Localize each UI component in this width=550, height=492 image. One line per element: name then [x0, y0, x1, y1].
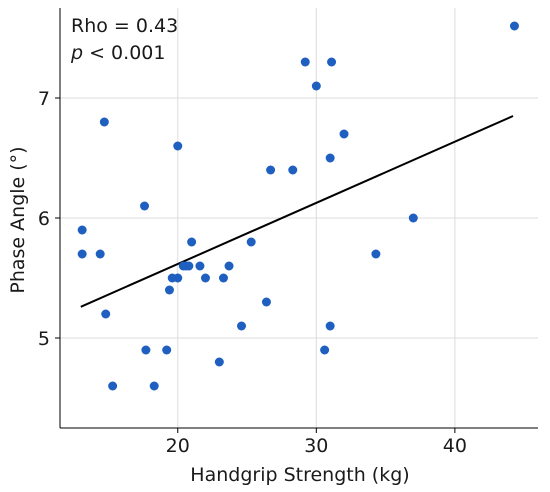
- data-point: [162, 345, 172, 355]
- data-point: [237, 321, 247, 331]
- data-point: [77, 225, 87, 235]
- data-point: [187, 237, 197, 247]
- data-point: [173, 141, 183, 151]
- y-tick-label: 5: [38, 328, 50, 350]
- data-point: [140, 201, 150, 211]
- data-point: [184, 261, 194, 271]
- y-tick-label: 7: [38, 88, 50, 110]
- p-value-text: < 0.001: [83, 42, 165, 64]
- data-point: [95, 249, 105, 259]
- data-point: [339, 129, 349, 139]
- fit-line-group: [80, 115, 514, 308]
- x-tick-label: 40: [443, 435, 467, 457]
- data-point: [266, 165, 276, 175]
- data-point: [327, 57, 337, 67]
- y-tick-label: 6: [38, 208, 50, 230]
- x-tick-label: 20: [166, 435, 190, 457]
- data-point: [224, 261, 234, 271]
- data-point: [164, 285, 174, 295]
- data-point: [214, 357, 224, 367]
- data-point: [261, 297, 271, 307]
- x-tick-label: 30: [304, 435, 328, 457]
- data-point: [101, 309, 111, 319]
- regression-line: [80, 115, 514, 308]
- data-point: [195, 261, 205, 271]
- data-point: [408, 213, 418, 223]
- x-axis-title: Handgrip Strength (kg): [190, 464, 409, 486]
- data-point: [200, 273, 210, 283]
- data-point: [108, 381, 118, 391]
- p-symbol: p: [70, 42, 83, 64]
- data-point: [173, 273, 183, 283]
- data-point: [311, 81, 321, 91]
- data-points: [77, 21, 519, 391]
- data-point: [320, 345, 330, 355]
- data-point: [149, 381, 159, 391]
- p-value-annotation: p < 0.001: [70, 42, 165, 64]
- y-axis-title: Phase Angle (°): [7, 146, 29, 293]
- data-point: [509, 21, 519, 31]
- data-point: [371, 249, 381, 259]
- data-point: [99, 117, 109, 127]
- grid: [60, 8, 538, 428]
- data-point: [141, 345, 151, 355]
- data-point: [77, 249, 87, 259]
- data-point: [300, 57, 310, 67]
- data-point: [325, 153, 335, 163]
- data-point: [288, 165, 298, 175]
- data-point: [325, 321, 335, 331]
- data-point: [218, 273, 228, 283]
- data-point: [246, 237, 256, 247]
- rho-annotation: Rho = 0.43: [71, 15, 178, 37]
- ticks: 20 30 40 5 6 7: [38, 88, 467, 457]
